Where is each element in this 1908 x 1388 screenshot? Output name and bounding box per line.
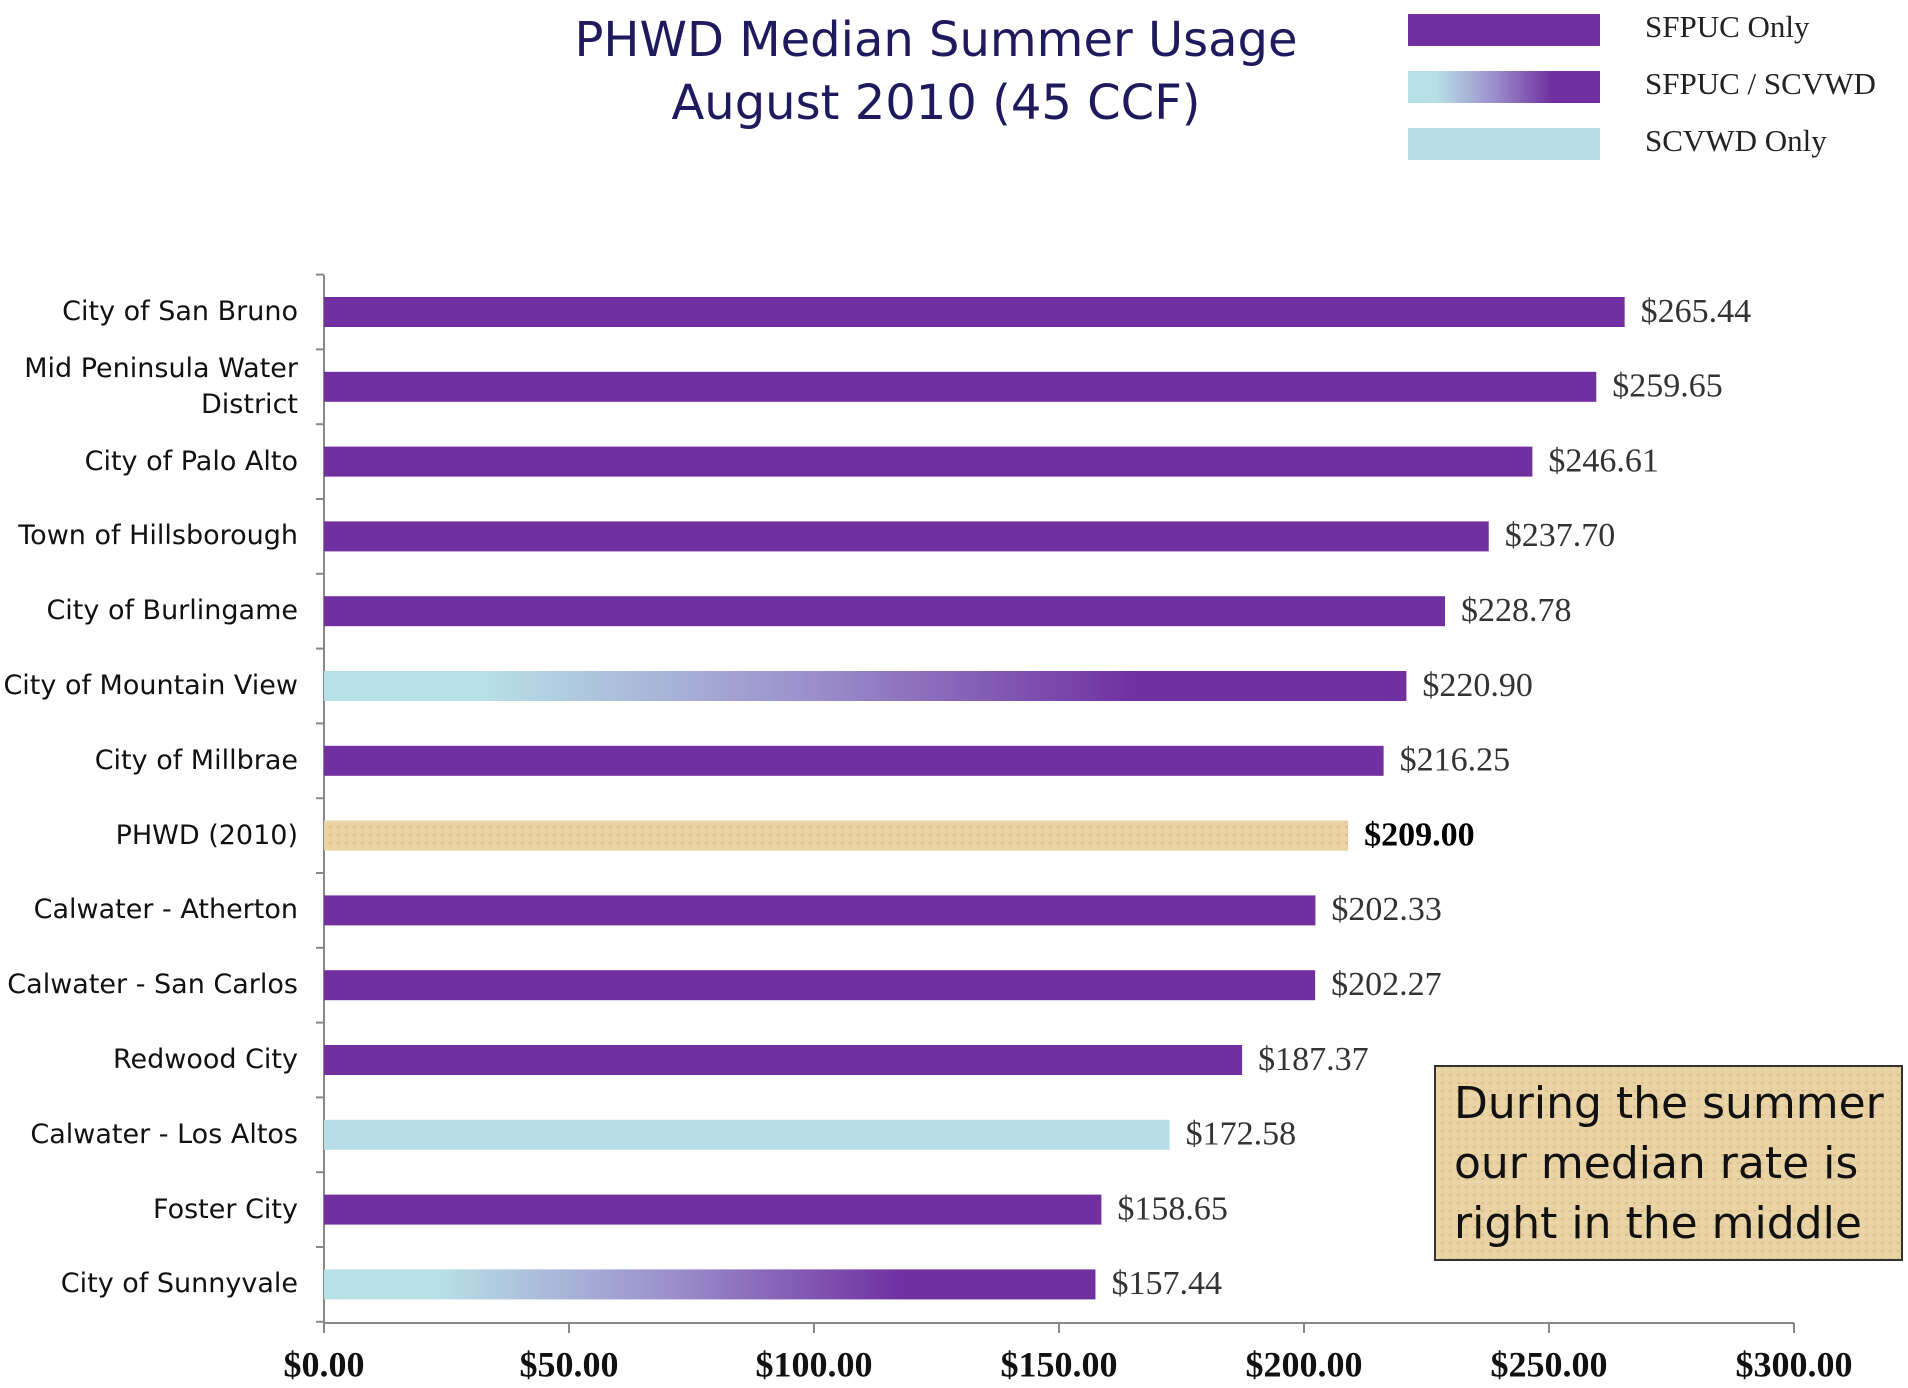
- bar: [324, 1045, 1243, 1075]
- value-label: $259.65: [1612, 368, 1723, 405]
- category-label: City of Millbrae: [94, 744, 298, 776]
- bar: [324, 1269, 1096, 1300]
- bar: [324, 446, 1533, 477]
- category-label: PHWD (2010): [115, 819, 298, 851]
- category-label: Calwater - Los Altos: [30, 1118, 298, 1150]
- category-label: City of San Bruno: [62, 296, 298, 327]
- value-label: $202.27: [1331, 966, 1442, 1003]
- x-tick-label: $250.00: [1491, 1344, 1608, 1384]
- bar: [324, 1194, 1102, 1225]
- legend-swatch: [1408, 71, 1600, 103]
- bar: [324, 596, 1446, 627]
- x-tick-label: $50.00: [520, 1344, 619, 1384]
- category-label: Calwater - Atherton: [33, 894, 298, 926]
- value-label: $172.58: [1186, 1116, 1297, 1153]
- annotation-box: [1434, 1065, 1903, 1261]
- bar: [324, 671, 1407, 701]
- x-tick-label: $0.00: [284, 1344, 365, 1384]
- bar: [324, 1119, 1170, 1150]
- x-tick-label: $300.00: [1736, 1344, 1853, 1384]
- category-label: City of Burlingame: [46, 595, 298, 627]
- legend-label: SCVWD Only: [1645, 123, 1827, 158]
- value-label: $237.70: [1505, 517, 1616, 554]
- value-label: $158.65: [1117, 1190, 1228, 1227]
- annotation: our median rate is: [1454, 1138, 1858, 1189]
- value-label: $209.00: [1364, 816, 1475, 853]
- bar: [324, 371, 1597, 402]
- category-label: Redwood City: [112, 1044, 298, 1075]
- value-label: $216.25: [1400, 742, 1511, 779]
- category-label: City of Palo Alto: [84, 445, 298, 477]
- bar: [324, 297, 1625, 327]
- x-tick-label: $150.00: [1001, 1344, 1118, 1384]
- bar: [324, 820, 1349, 851]
- annotation: right in the middle: [1454, 1198, 1862, 1249]
- category-label: City of Mountain View: [3, 670, 298, 701]
- bar: [324, 521, 1489, 552]
- legend-label: SFPUC Only: [1645, 9, 1810, 44]
- value-label: $228.78: [1461, 592, 1572, 629]
- category-label: Town of Hillsborough: [18, 520, 298, 552]
- value-label: $246.61: [1548, 442, 1659, 479]
- category-label: City of Sunnyvale: [60, 1268, 298, 1300]
- legend-label: SFPUC / SCVWD: [1645, 66, 1876, 101]
- value-label: $202.33: [1331, 891, 1442, 928]
- bar: [324, 970, 1316, 1001]
- chart-title: PHWD Median Summer Usage: [574, 12, 1297, 68]
- category-label: Calwater - San Carlos: [7, 969, 298, 1001]
- value-label: $265.44: [1641, 293, 1752, 330]
- chart-title: August 2010 (45 CCF): [671, 75, 1200, 131]
- x-tick-label: $200.00: [1246, 1344, 1363, 1384]
- value-label: $220.90: [1422, 667, 1533, 704]
- bar: [324, 895, 1316, 926]
- legend-swatch: [1408, 14, 1600, 46]
- category-label: Foster City: [153, 1193, 298, 1225]
- annotation: During the summer: [1454, 1078, 1885, 1129]
- category-label: Mid Peninsula Water District: [24, 352, 298, 420]
- x-tick-label: $100.00: [756, 1344, 873, 1384]
- value-label: $187.37: [1258, 1041, 1369, 1078]
- bar: [324, 745, 1384, 776]
- value-label: $157.44: [1111, 1265, 1222, 1302]
- legend-swatch: [1408, 128, 1600, 160]
